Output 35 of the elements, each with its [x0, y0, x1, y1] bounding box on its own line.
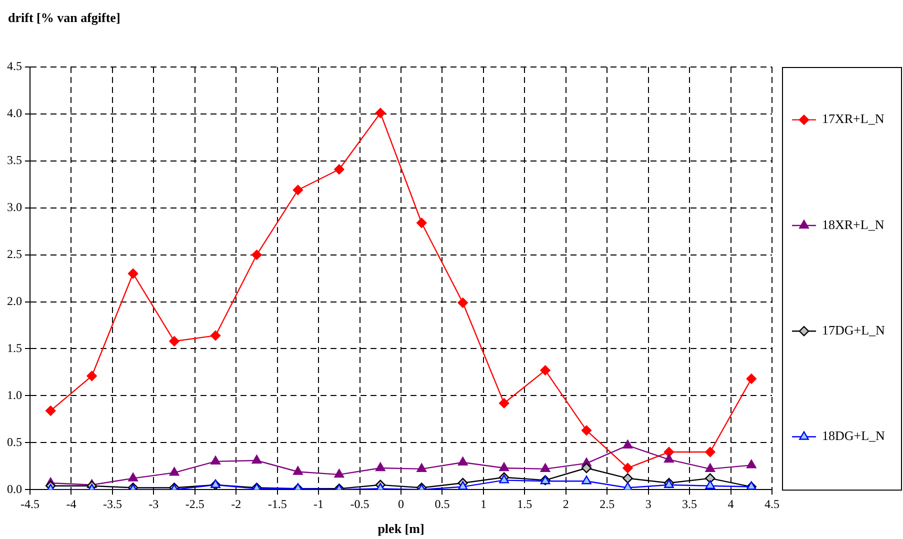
y-tick-label: 4.5 [7, 59, 22, 74]
x-tick-label: 1.5 [517, 496, 532, 511]
x-tick-label: -3.5 [102, 496, 122, 511]
x-tick-label: -2.5 [185, 496, 204, 511]
x-tick-label: -4 [66, 496, 76, 511]
x-tick-label: 0.5 [434, 496, 450, 511]
x-tick-label: 1 [480, 496, 486, 511]
x-tick-label: 4.5 [764, 496, 780, 511]
x-tick-label: -3 [148, 496, 159, 511]
y-tick-label: 0.5 [7, 434, 22, 449]
y-tick-label: 0.0 [7, 482, 22, 496]
x-tick-label: 2.5 [600, 496, 615, 511]
y-tick-label: 2.0 [7, 294, 22, 308]
legend-label: 17XR+L_N [822, 111, 885, 126]
x-tick-label: -0.5 [350, 496, 370, 511]
x-tick-label: -1 [314, 496, 324, 511]
x-tick-label: 4 [728, 496, 734, 511]
y-tick-label: 3.0 [7, 200, 22, 214]
y-tick-label: 4.0 [7, 106, 22, 120]
x-tick-label: -2 [231, 496, 242, 511]
legend-label: 18XR+L_N [822, 216, 885, 232]
y-tick-label: 3.5 [7, 153, 22, 168]
x-tick-label: -1.5 [268, 496, 287, 511]
x-tick-label: 0 [398, 496, 404, 511]
legend-label: 17DG+L_N [822, 322, 886, 338]
x-tick-label: 2 [562, 496, 569, 511]
legend-label: 18DG+L_N [822, 428, 886, 444]
x-axis-title: plek [m] [378, 521, 424, 536]
y-axis-title: drift [% van afgifte] [8, 10, 120, 25]
y-tick-label: 1.0 [7, 388, 22, 402]
x-tick-label: 3.5 [682, 496, 698, 511]
y-tick-label: 2.5 [7, 246, 22, 261]
x-tick-label: -4.5 [20, 496, 40, 511]
x-tick-label: 3 [645, 496, 652, 511]
y-tick-label: 1.5 [7, 340, 22, 355]
